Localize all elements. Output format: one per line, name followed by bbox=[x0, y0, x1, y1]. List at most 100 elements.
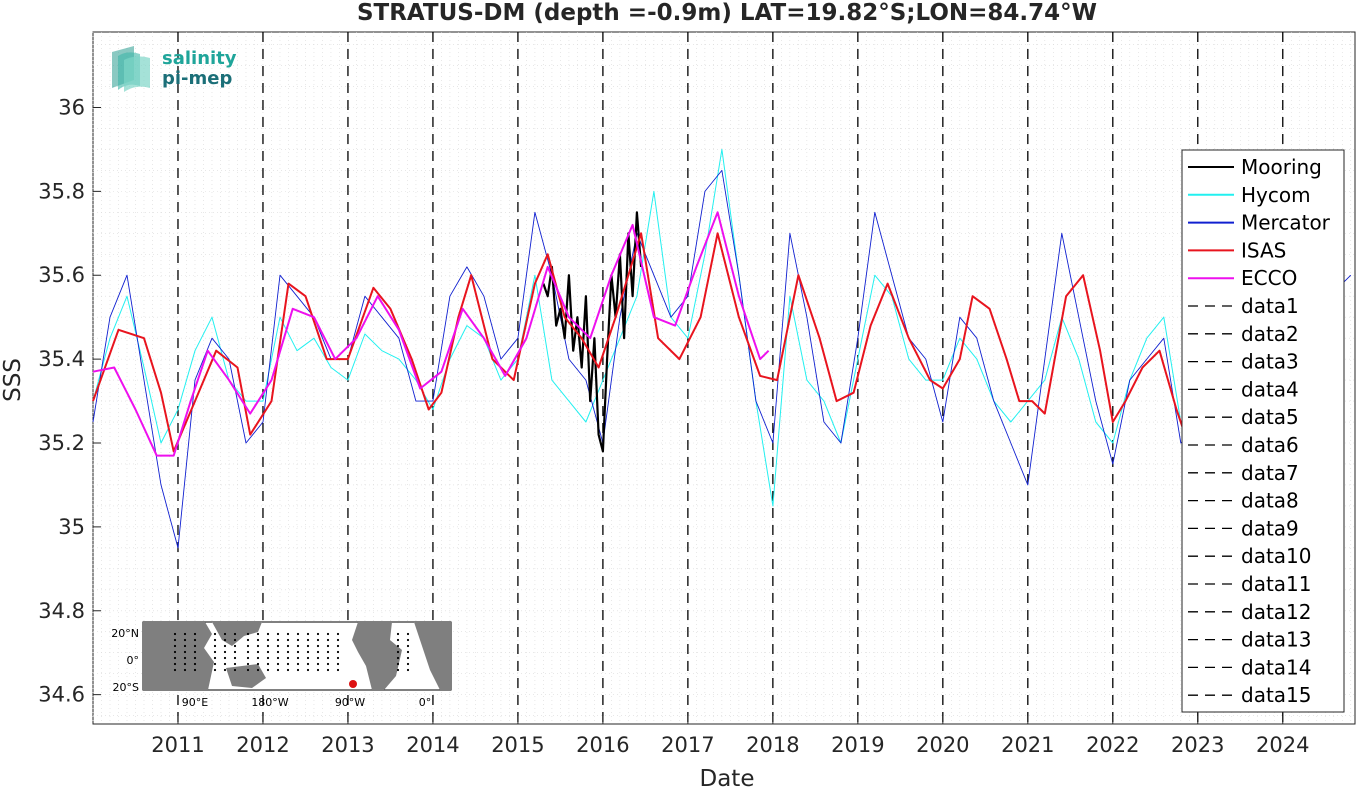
map-dot bbox=[296, 668, 300, 672]
legend-label: data11 bbox=[1241, 572, 1312, 596]
map-dot bbox=[276, 656, 280, 660]
map-dot bbox=[173, 668, 177, 672]
map-dot bbox=[336, 644, 340, 648]
legend-label: ECCO bbox=[1241, 266, 1297, 290]
map-dot bbox=[173, 632, 177, 636]
map-lon-label-2: 180°W bbox=[251, 696, 288, 709]
inset-location-map: 20°N 0° 20°S 90°E 180°W 90°W 0° bbox=[111, 621, 452, 709]
map-dot bbox=[286, 650, 290, 654]
map-dot bbox=[396, 638, 400, 642]
map-dot bbox=[183, 662, 187, 666]
map-dot bbox=[246, 656, 250, 660]
map-dot bbox=[276, 644, 280, 648]
map-dot bbox=[296, 632, 300, 636]
map-dot bbox=[326, 656, 330, 660]
legend-label: data6 bbox=[1241, 433, 1299, 457]
map-dot bbox=[276, 668, 280, 672]
map-dot bbox=[326, 632, 330, 636]
legend-label: data15 bbox=[1241, 683, 1312, 707]
map-dot bbox=[406, 656, 410, 660]
map-dot bbox=[336, 662, 340, 666]
map-dot bbox=[286, 638, 290, 642]
legend-label: data5 bbox=[1241, 405, 1299, 429]
map-dot bbox=[266, 662, 270, 666]
series-line-hycom bbox=[92, 148, 1182, 507]
map-dot bbox=[213, 644, 217, 648]
map-dot bbox=[213, 650, 217, 654]
map-dot bbox=[213, 662, 217, 666]
map-dot bbox=[316, 662, 320, 666]
map-dot bbox=[183, 650, 187, 654]
map-dot bbox=[213, 638, 217, 642]
map-dot bbox=[286, 632, 290, 636]
map-dot bbox=[193, 662, 197, 666]
map-dot bbox=[233, 662, 237, 666]
y-tick-label: 36 bbox=[58, 95, 85, 119]
map-dot bbox=[326, 668, 330, 672]
map-dot bbox=[296, 656, 300, 660]
y-tick-label: 34.6 bbox=[38, 683, 85, 707]
map-dot bbox=[233, 644, 237, 648]
map-dot bbox=[406, 638, 410, 642]
map-dot bbox=[233, 638, 237, 642]
legend-label: data8 bbox=[1241, 489, 1299, 513]
map-dot bbox=[276, 632, 280, 636]
map-dot bbox=[306, 632, 310, 636]
legend-label: data1 bbox=[1241, 294, 1299, 318]
map-lat-label-1: 20°N bbox=[111, 627, 139, 640]
legend-label: ISAS bbox=[1241, 238, 1286, 262]
map-dot bbox=[396, 632, 400, 636]
map-dot bbox=[233, 650, 237, 654]
legend-label: data2 bbox=[1241, 322, 1299, 346]
y-tick-label: 35 bbox=[58, 515, 85, 539]
map-dot bbox=[336, 656, 340, 660]
map-dot bbox=[213, 668, 217, 672]
x-tick-label: 2015 bbox=[491, 733, 544, 757]
series-layer bbox=[92, 148, 1352, 549]
map-dot bbox=[316, 656, 320, 660]
map-dot bbox=[256, 632, 260, 636]
chart-title: STRATUS-DM (depth =-0.9m) LAT=19.82°S;LO… bbox=[357, 0, 1097, 26]
series-line-ecco bbox=[92, 211, 770, 457]
map-dot bbox=[246, 632, 250, 636]
map-dot bbox=[173, 644, 177, 648]
map-lon-label-3: 90°W bbox=[335, 696, 365, 709]
logo-line2: pi-mep bbox=[162, 68, 232, 89]
map-dot bbox=[223, 650, 227, 654]
x-tick-label: 2024 bbox=[1256, 733, 1309, 757]
map-mooring-array-dots bbox=[173, 632, 410, 672]
map-dot bbox=[286, 662, 290, 666]
map-dot bbox=[256, 662, 260, 666]
map-lat-label-3: 20°S bbox=[113, 681, 139, 694]
map-dot bbox=[276, 638, 280, 642]
map-dot bbox=[316, 632, 320, 636]
map-dot bbox=[193, 644, 197, 648]
map-dot bbox=[256, 650, 260, 654]
legend-label: Mooring bbox=[1241, 155, 1322, 179]
legend-label: Mercator bbox=[1241, 211, 1331, 235]
map-dot bbox=[193, 656, 197, 660]
map-dot bbox=[266, 644, 270, 648]
map-dot bbox=[406, 662, 410, 666]
map-dot bbox=[336, 650, 340, 654]
y-tick-label: 34.8 bbox=[38, 599, 85, 623]
map-dot bbox=[306, 668, 310, 672]
map-dot bbox=[296, 662, 300, 666]
x-axis-ticks: 2011 2012 2013 2014 2015 2016 2017 2018 2019 2020… bbox=[151, 716, 1309, 757]
map-dot bbox=[406, 632, 410, 636]
map-dot bbox=[233, 656, 237, 660]
map-dot bbox=[173, 638, 177, 642]
y-tick-label: 35.2 bbox=[38, 431, 85, 455]
map-dot bbox=[276, 650, 280, 654]
map-dot bbox=[336, 632, 340, 636]
map-dot bbox=[286, 656, 290, 660]
map-dot bbox=[246, 668, 250, 672]
x-tick-label: 2018 bbox=[746, 733, 799, 757]
map-dot bbox=[286, 644, 290, 648]
map-dot bbox=[223, 632, 227, 636]
x-tick-label: 2011 bbox=[151, 733, 204, 757]
map-dot bbox=[406, 668, 410, 672]
series-line-mooring bbox=[542, 211, 643, 453]
map-dot bbox=[256, 668, 260, 672]
